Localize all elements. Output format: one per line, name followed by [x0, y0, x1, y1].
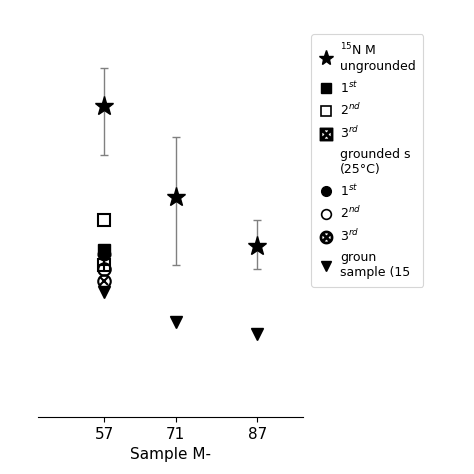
- X-axis label: Sample M-: Sample M-: [130, 447, 211, 463]
- Legend: $^{15}$N M
ungrounded, 1$^{st}$, 2$^{nd}$, 3$^{rd}$, grounded s
(25°C), 1$^{st}$: $^{15}$N M ungrounded, 1$^{st}$, 2$^{nd}…: [311, 34, 423, 286]
